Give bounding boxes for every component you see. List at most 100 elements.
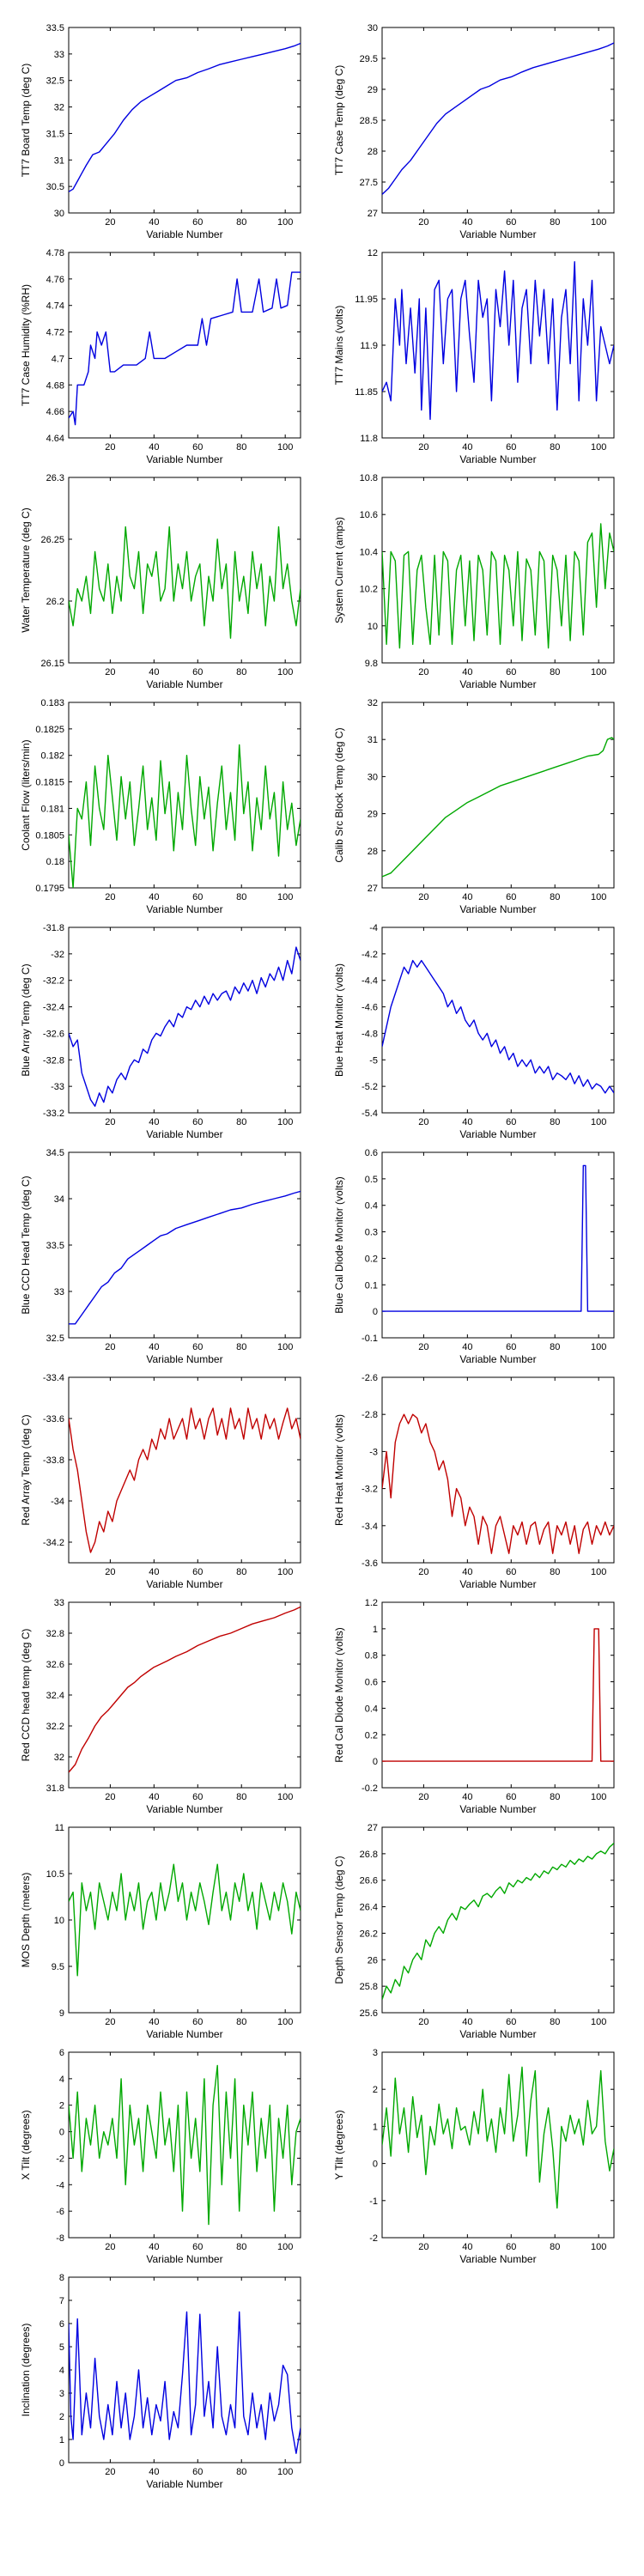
series-line [69, 2311, 301, 2454]
y-tick-label: 10 [54, 1916, 64, 1926]
y-axis-label: TT7 Case Humidity (%RH) [20, 284, 32, 406]
y-tick-label: -32.6 [43, 1029, 64, 1039]
series-line [382, 737, 614, 878]
y-tick-label: -33.6 [43, 1414, 64, 1425]
y-tick-label: 7 [59, 2296, 64, 2306]
x-tick-label: 100 [591, 1567, 606, 1577]
y-tick-label: 0 [373, 1757, 378, 1767]
x-axis-label: Variable Number [146, 1128, 222, 1140]
x-tick-label: 60 [192, 1567, 203, 1577]
x-axis-label: Variable Number [146, 1578, 222, 1590]
chart-panel-11: 20 40 60 80 100 32.5 33 33.5 34 34.5 Variable Numb… [20, 1148, 301, 1365]
x-tick-label: 20 [418, 2242, 428, 2252]
x-tick-label: 80 [236, 2242, 246, 2252]
x-tick-label: 40 [462, 892, 472, 902]
series-line [69, 1863, 301, 1977]
x-tick-label: 40 [149, 217, 159, 228]
x-axis-label: Variable Number [146, 678, 222, 690]
x-tick-label: 80 [236, 217, 246, 228]
x-tick-label: 20 [105, 442, 115, 453]
x-tick-label: 80 [550, 667, 560, 677]
series-line [69, 946, 301, 1107]
x-axis-label: Variable Number [146, 228, 222, 240]
y-axis-label: MOS Depth (meters) [20, 1873, 32, 1968]
plot-frame [68, 27, 301, 214]
x-tick-label: 80 [236, 1567, 246, 1577]
x-tick-label: 60 [506, 2242, 516, 2252]
y-tick-label: 32.4 [46, 1691, 64, 1701]
x-tick-label: 40 [462, 1792, 472, 1802]
chart-panel-4: 20 40 60 80 100 11.8 11.85 11.9 11.95 12 Variable … [333, 248, 615, 465]
series-line [382, 1842, 614, 2000]
chart-panel-15: 20 40 60 80 100 31.8 32 32.2 32.4 32.6 32.8 33 Varia… [20, 1598, 301, 1815]
x-tick-label: 60 [192, 2242, 203, 2252]
y-tick-label: 27.5 [360, 178, 378, 188]
x-tick-label: 40 [149, 667, 159, 677]
plot-frame [381, 1151, 615, 1339]
y-tick-label: 30 [54, 209, 64, 219]
x-tick-label: 40 [149, 1792, 159, 1802]
y-tick-label: 0 [373, 1307, 378, 1317]
x-tick-label: 80 [550, 1792, 560, 1802]
y-tick-label: 4.76 [46, 275, 64, 285]
chart-panel-12: 20 40 60 80 100 -0.1 0 0.1 0.2 0.3 0.4 0.5 0.6 Variab… [333, 1148, 615, 1365]
x-tick-label: 80 [550, 2017, 560, 2027]
y-tick-label: 10.5 [46, 1869, 64, 1880]
x-tick-label: 60 [192, 2467, 203, 2477]
y-axis-label: Calib Src Block Temp (deg C) [333, 727, 345, 862]
x-tick-label: 100 [277, 217, 293, 228]
y-tick-label: -34 [51, 1497, 64, 1507]
y-tick-label: 30 [368, 23, 378, 33]
y-tick-label: 10.6 [360, 510, 378, 520]
y-tick-label: 26.2 [360, 1929, 378, 1939]
y-axis-label: TT7 Case Temp (deg C) [333, 65, 345, 176]
y-tick-label: 1 [59, 2435, 64, 2445]
y-tick-label: -3.2 [361, 1485, 378, 1495]
y-tick-label: 0.1815 [35, 778, 64, 788]
x-tick-label: 40 [462, 1567, 472, 1577]
chart-panel-5: 20 40 60 80 100 26.15 26.2 26.25 26.3 Variable Nu… [20, 473, 301, 690]
x-tick-label: 80 [550, 892, 560, 902]
y-tick-label: -32.2 [43, 976, 64, 987]
x-tick-label: 20 [105, 892, 115, 902]
x-tick-label: 20 [418, 1342, 428, 1352]
chart-panel-7: 20 40 60 80 100 0.1795 0.18 0.1805 0.181 0.1815 0.… [20, 698, 301, 915]
y-tick-label: 29 [368, 810, 378, 820]
series-line [382, 1164, 614, 1312]
y-tick-label: 32.5 [46, 1334, 64, 1344]
chart-panel-21: 20 40 60 80 100 0 1 2 3 4 5 6 7 8 Variable Number Incli… [20, 2273, 301, 2490]
y-tick-label: 6 [59, 2048, 64, 2058]
y-tick-label: 31.5 [46, 129, 64, 139]
x-tick-label: 40 [462, 442, 472, 453]
x-tick-label: 80 [236, 1792, 246, 1802]
y-tick-label: 26 [368, 1955, 378, 1965]
x-tick-label: 20 [418, 892, 428, 902]
chart-panel-9: 20 40 60 80 100 -33.2 -33 -32.8 -32.6 -32.4 -32.2 -… [20, 923, 301, 1140]
plot-frame [68, 1151, 301, 1339]
y-tick-label: 29.5 [360, 54, 378, 64]
x-tick-label: 20 [105, 2467, 115, 2477]
series-line [69, 1407, 301, 1553]
x-tick-label: 40 [149, 892, 159, 902]
x-tick-label: 60 [192, 442, 203, 453]
y-tick-label: 0.6 [365, 1678, 378, 1688]
series-line [382, 1628, 614, 1762]
x-tick-label: 60 [506, 442, 516, 453]
x-tick-label: 60 [506, 1342, 516, 1352]
y-tick-label: 32 [54, 103, 64, 113]
y-tick-label: 32 [54, 1753, 64, 1763]
y-tick-label: -33 [51, 1082, 64, 1092]
y-tick-label: -0.2 [361, 1783, 378, 1794]
x-tick-label: 20 [418, 1792, 428, 1802]
y-axis-label: Water Temperature (deg C) [20, 507, 32, 632]
y-tick-label: 10.2 [360, 585, 378, 595]
plot-frame [381, 27, 615, 214]
y-tick-label: 33 [54, 1598, 64, 1608]
y-tick-label: 11.9 [360, 341, 378, 351]
y-tick-label: 2 [59, 2412, 64, 2422]
chart-panel-16: 20 40 60 80 100 -0.2 0 0.2 0.4 0.6 0.8 1 1.2 Variable… [333, 1598, 615, 1815]
y-tick-label: 0.183 [40, 698, 64, 708]
series-line [382, 261, 614, 421]
y-tick-label: -1 [369, 2196, 378, 2207]
x-axis-label: Variable Number [459, 903, 536, 915]
